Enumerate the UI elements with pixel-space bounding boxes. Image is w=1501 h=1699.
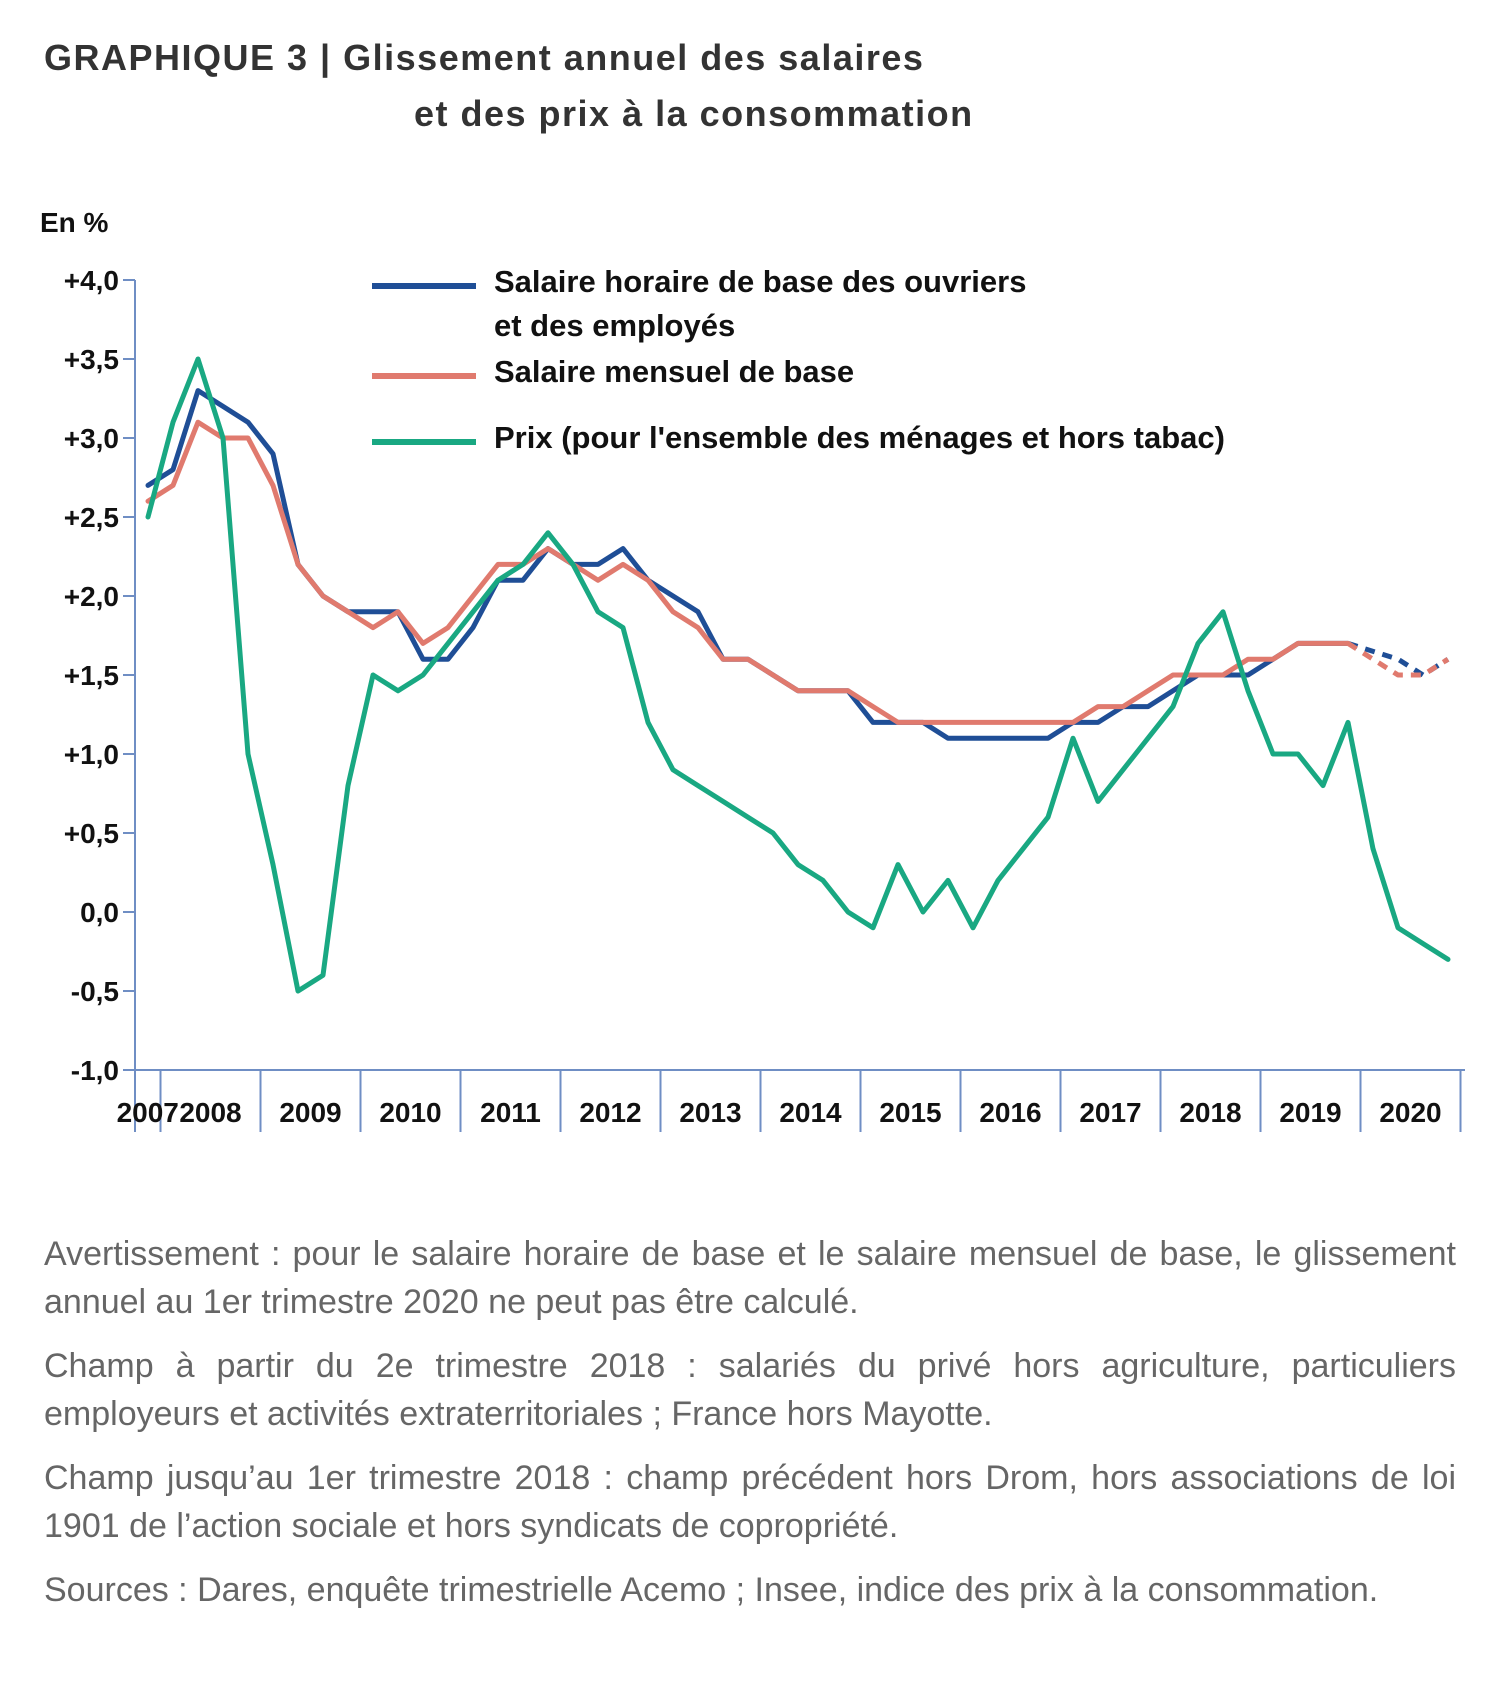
x-tick-label: 2011 [480,1097,541,1128]
x-tick-label: 2019 [1279,1097,1341,1128]
y-tick-label: +2,0 [64,581,119,612]
x-tick-label: 2014 [779,1097,842,1128]
x-tick-label: 2013 [679,1097,741,1128]
title-line-1: GRAPHIQUE 3 | Glissement annuel des sala… [44,30,974,86]
note-sources: Sources : Dares, enquête trimestrielle A… [44,1571,1379,1609]
y-tick-label: +0,5 [64,818,119,849]
chart-title: GRAPHIQUE 3 | Glissement annuel des sala… [44,30,974,142]
legend-label: Salaire horaire de base des ouvriers [494,264,1026,299]
x-tick-label: 2010 [379,1097,441,1128]
y-tick-label: -1,0 [71,1055,119,1086]
series-line [145,419,1351,725]
y-tick-label: -0,5 [71,976,119,1007]
y-tick-label: +3,5 [64,344,119,375]
y-tick-label: +3,0 [64,423,119,454]
y-tick-label: +2,5 [64,502,119,533]
title-line-2: et des prix à la consommation [414,93,974,134]
x-tick-label: 2020 [1379,1097,1441,1128]
x-tick-label: 2008 [179,1097,241,1128]
y-tick-label: 0,0 [80,897,119,928]
x-tick-label: 2015 [879,1097,941,1128]
y-tick-label: +1,5 [64,660,119,691]
note-scope-until: Champ jusqu’au 1er trimestre 2018 : cham… [44,1459,1456,1545]
legend-label: Prix (pour l'ensemble des ménages et hor… [494,420,1225,455]
series-line [145,356,1451,994]
series-line-dashed [1346,641,1450,678]
x-tick-label: 2009 [279,1097,341,1128]
title-prefix: GRAPHIQUE 3 | [44,37,332,78]
y-tick-label: +4,0 [64,265,119,296]
x-tick-label: 2018 [1179,1097,1241,1128]
legend-label: Salaire mensuel de base [494,354,854,389]
x-tick-label: 2012 [579,1097,641,1128]
x-tick-label: 2016 [979,1097,1041,1128]
chart-notes: Avertissement : pour le salaire horaire … [44,1230,1456,1630]
note-scope-from: Champ à partir du 2e trimestre 2018 : sa… [44,1347,1456,1433]
x-tick-label: 2017 [1079,1097,1141,1128]
y-tick-label: +1,0 [64,739,119,770]
y-axis-label: En % [40,207,109,238]
x-tick-label: 2007 [117,1097,179,1128]
title-text-1: Glissement annuel des salaires [343,37,925,78]
legend-label: et des employés [494,308,735,343]
note-warning: Avertissement : pour le salaire horaire … [44,1235,1456,1321]
line-chart: En % +4,0 +3,5 +3,0 +2,5 +2,0 +1,5 +1,0 +0,5 0,0 -… [40,207,1465,1132]
